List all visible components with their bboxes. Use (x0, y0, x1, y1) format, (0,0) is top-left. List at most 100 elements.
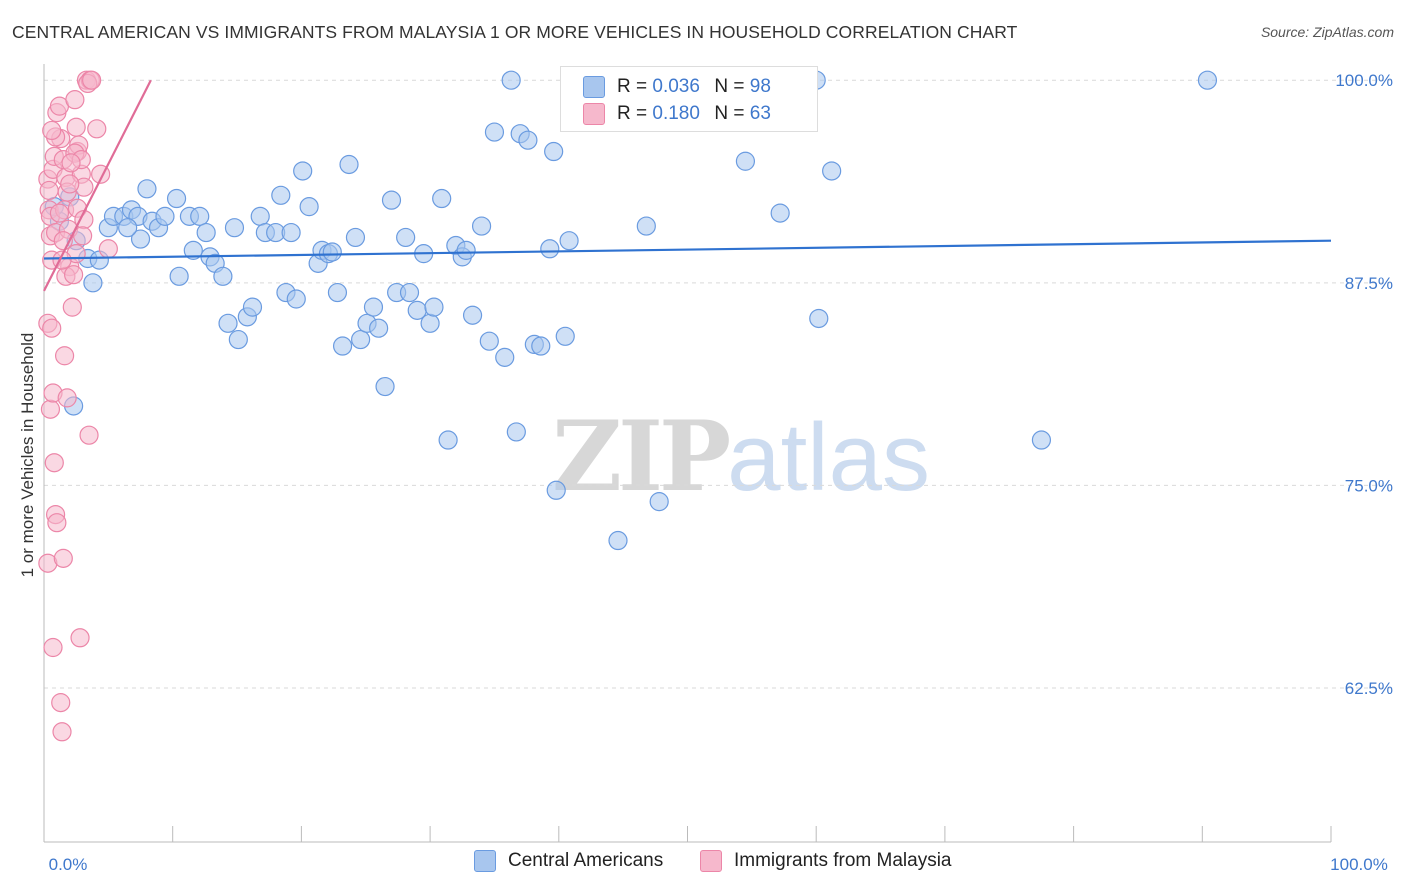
trend-layer (43, 79, 1332, 292)
grid-layer (44, 79, 1391, 689)
malaysia-point (52, 722, 72, 742)
x-tick-label: 100.0% (1330, 855, 1388, 874)
central-american-trend-line (43, 239, 1332, 260)
malaysia-point (62, 297, 82, 317)
central-american-point (196, 222, 216, 243)
central-american-point (169, 266, 189, 286)
malaysia-point (57, 388, 77, 408)
malaysia-point (82, 70, 102, 90)
malaysia-point (66, 117, 86, 137)
malaysia-point (87, 119, 107, 139)
malaysia-point (40, 399, 61, 419)
stats-legend-row-central-americans: R = 0.036 N = 98 (583, 74, 771, 100)
central-american-point (518, 130, 538, 150)
bottom-legend-label: Central Americans (508, 850, 664, 871)
central-american-point (332, 336, 353, 356)
legend-r-value: 0.180 (652, 103, 700, 124)
stats-legend: R = 0.036 N = 98 R = 0.180 N = 63 (560, 66, 818, 132)
central-american-point (130, 229, 151, 249)
bottom-legend-swatch-pink (700, 850, 722, 872)
central-american-point (299, 197, 319, 217)
central-american-point (375, 376, 395, 397)
central-american-point (250, 206, 270, 226)
central-american-point (1031, 430, 1052, 450)
central-american-point (471, 216, 492, 236)
bottom-legend-malaysia: Immigrants from Malaysia (700, 850, 952, 872)
central-american-point (735, 151, 756, 171)
central-american-point (555, 326, 575, 346)
central-american-point (546, 480, 566, 500)
malaysia-point (42, 318, 62, 338)
central-american-point (166, 188, 187, 209)
central-american-point (339, 154, 359, 175)
central-american-point (420, 313, 440, 333)
legend-n-label: N = (714, 76, 745, 97)
y-tick-label: 75.0% (1345, 476, 1393, 495)
y-tick-label: 62.5% (1345, 679, 1393, 698)
malaysia-point (64, 265, 84, 285)
legend-n-value: 98 (749, 76, 771, 97)
central-american-point (531, 336, 551, 356)
malaysia-point (49, 203, 70, 223)
malaysia-point (65, 90, 85, 110)
central-american-point (183, 240, 203, 260)
central-american-point (544, 141, 564, 162)
central-american-point (218, 313, 238, 333)
central-american-point (118, 218, 138, 238)
central-american-point (322, 242, 342, 262)
legend-swatch-pink (583, 103, 605, 125)
legend-r-label: R = (617, 103, 648, 124)
axis-layer (43, 64, 1332, 843)
x-tick-label: 0.0% (49, 855, 88, 874)
y-tick-label: 100.0% (1335, 71, 1393, 90)
central-american-point (271, 185, 291, 205)
central-american-point (770, 203, 790, 223)
central-american-point (286, 289, 306, 309)
malaysia-point (43, 637, 63, 658)
central-american-point (228, 329, 248, 350)
bottom-legend-label: Immigrants from Malaysia (734, 850, 952, 871)
y-axis-label: 1 or more Vehicles in Household (18, 332, 37, 578)
central-american-point (345, 227, 366, 248)
source-label: Source: ZipAtlas.com (1260, 24, 1394, 40)
malaysia-point (98, 239, 118, 259)
central-american-point (1197, 70, 1218, 90)
central-american-point (608, 530, 628, 551)
legend-swatch-blue (583, 76, 605, 98)
bottom-legend-central-americans: Central Americans (474, 850, 663, 872)
malaysia-point (39, 180, 59, 201)
bottom-legend-swatch-blue (474, 850, 496, 872)
malaysia-point (54, 346, 75, 366)
points-layer (38, 70, 1218, 742)
legend-r-value: 0.036 (652, 76, 700, 97)
malaysia-point (79, 425, 99, 445)
tick-label-layer: 62.5% 75.0% 87.5% 100.0% 0.0% 100.0% (49, 71, 1393, 874)
legend-n-value: 63 (749, 103, 771, 124)
central-american-point (137, 179, 157, 199)
central-american-point (636, 216, 656, 236)
malaysia-point (60, 174, 80, 194)
central-american-point (351, 329, 371, 350)
central-american-point (540, 239, 560, 259)
central-american-point (224, 218, 245, 238)
central-american-point (190, 206, 210, 226)
central-american-point (822, 161, 842, 181)
legend-r-label: R = (617, 76, 648, 97)
legend-n-label: N = (714, 103, 745, 124)
central-american-point (501, 70, 521, 90)
central-american-point (396, 227, 416, 248)
central-american-point (363, 297, 384, 317)
central-american-point (456, 240, 476, 260)
malaysia-point (73, 226, 93, 246)
central-american-point (399, 282, 420, 303)
malaysia-point (42, 120, 62, 141)
stats-legend-row-malaysia: R = 0.180 N = 63 (583, 101, 771, 127)
central-american-point (424, 297, 444, 317)
central-american-point (293, 161, 313, 181)
malaysia-point (44, 453, 64, 473)
central-american-point (559, 231, 579, 251)
central-american-point (369, 318, 389, 338)
central-american-point (242, 297, 263, 317)
malaysia-point (61, 153, 81, 173)
